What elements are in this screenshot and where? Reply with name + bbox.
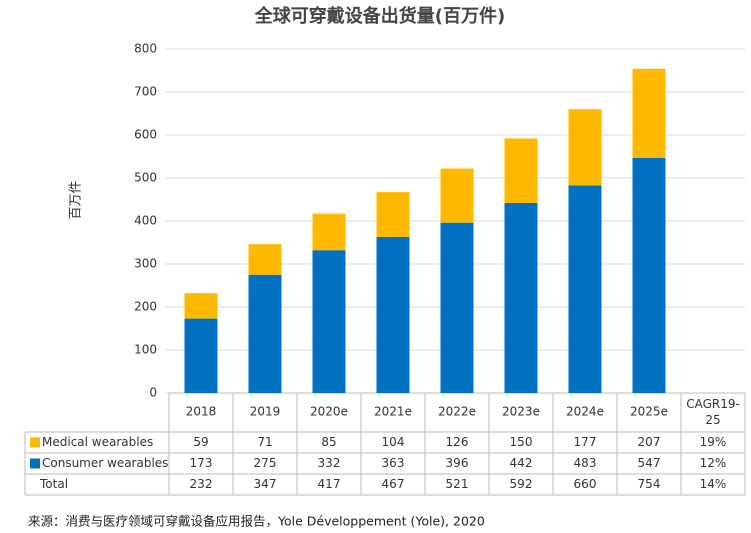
bar-segment: [312, 213, 346, 251]
table-value: 71: [257, 435, 272, 449]
table-value: 483: [574, 456, 597, 470]
bar-segment: [504, 202, 538, 393]
bar-segment: [632, 157, 666, 393]
table-value: 442: [510, 456, 533, 470]
y-tick-label: 400: [134, 214, 157, 228]
table-value: 104: [382, 435, 405, 449]
bar-segment: [568, 185, 602, 393]
y-tick-label: 0: [149, 386, 157, 400]
y-axis-label: 百万件: [69, 180, 84, 219]
x-tick-label: 2019: [250, 405, 281, 419]
table-value: 232: [190, 477, 213, 491]
y-tick-label: 600: [134, 128, 157, 142]
x-tick-label: 2024e: [566, 405, 604, 419]
bar-segment: [184, 318, 218, 393]
table-value: 347: [254, 477, 277, 491]
table-value: 150: [510, 435, 533, 449]
table-cagr: 19%: [700, 435, 727, 449]
x-tick-label: 2023e: [502, 405, 540, 419]
table-cagr: 12%: [700, 456, 727, 470]
table-header: CAGR19-25: [686, 397, 740, 427]
table-value: 467: [382, 477, 405, 491]
table-value: 126: [446, 435, 469, 449]
table-value: 660: [574, 477, 597, 491]
x-tick-label: 2018: [186, 405, 217, 419]
table-value: 332: [318, 456, 341, 470]
table-value: 85: [321, 435, 336, 449]
x-tick-label: 2025e: [630, 405, 668, 419]
table-value: 173: [190, 456, 213, 470]
table-value: 417: [318, 477, 341, 491]
y-tick-label: 200: [134, 300, 157, 314]
table-value: 363: [382, 456, 405, 470]
source-note: 来源：消费与医疗领域可穿戴设备应用报告，Yole Développement (…: [28, 514, 485, 529]
table-value: 754: [638, 477, 661, 491]
bar-segment: [376, 236, 410, 393]
table-value: 521: [446, 477, 469, 491]
bar-segment: [440, 222, 474, 393]
bar-segment: [312, 250, 346, 393]
bar-segment: [632, 68, 666, 158]
table-value: 275: [254, 456, 277, 470]
y-tick-label: 100: [134, 343, 157, 357]
legend-swatch: [30, 458, 40, 469]
x-tick-label: 2022e: [438, 405, 476, 419]
chart-title: 全球可穿戴设备出货量(百万件): [254, 5, 505, 27]
bar-segment: [504, 138, 538, 203]
row-label: Total: [39, 477, 68, 491]
bar-segment: [376, 192, 410, 237]
table-value: 207: [638, 435, 661, 449]
x-tick-label: 2021e: [374, 405, 412, 419]
row-label: Consumer wearables: [42, 456, 168, 470]
bar-segment: [440, 168, 474, 223]
bar-segment: [568, 109, 602, 186]
bar-segment: [184, 293, 218, 319]
table-value: 177: [574, 435, 597, 449]
bar-segment: [248, 274, 282, 393]
y-tick-label: 300: [134, 257, 157, 271]
bar-segment: [248, 244, 282, 275]
table-value: 59: [193, 435, 208, 449]
table-value: 547: [638, 456, 661, 470]
table-value: 396: [446, 456, 469, 470]
row-label: Medical wearables: [42, 435, 153, 449]
table-value: 592: [510, 477, 533, 491]
legend-swatch: [30, 437, 40, 448]
table-cagr: 14%: [700, 477, 727, 491]
y-tick-label: 800: [134, 42, 157, 56]
y-tick-label: 700: [134, 85, 157, 99]
x-tick-label: 2020e: [310, 405, 348, 419]
y-tick-label: 500: [134, 171, 157, 185]
